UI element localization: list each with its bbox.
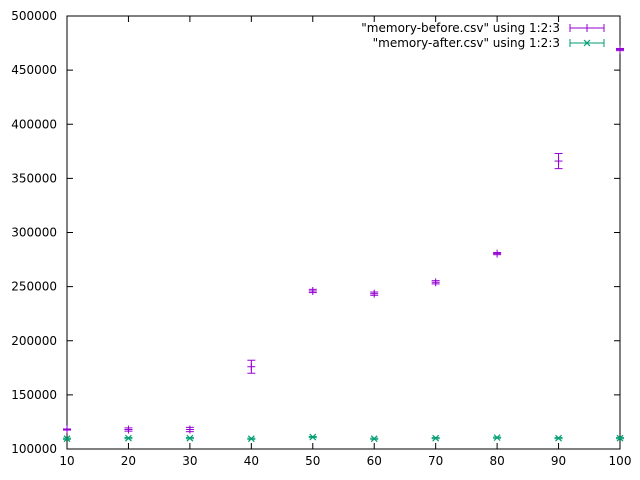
data-point bbox=[616, 45, 624, 54]
x-tick-label: 90 bbox=[551, 454, 566, 468]
x-tick-label: 80 bbox=[489, 454, 504, 468]
x-tick-label: 10 bbox=[59, 454, 74, 468]
data-point bbox=[370, 289, 379, 298]
data-point bbox=[554, 434, 563, 442]
plot-frame bbox=[66, 15, 621, 450]
y-tick-label: 250000 bbox=[11, 280, 57, 294]
series-2 bbox=[63, 433, 624, 443]
y-tick-label: 400000 bbox=[11, 117, 57, 131]
legend-label: "memory-before.csv" using 1:2:3 bbox=[361, 21, 560, 35]
x-tick-label: 70 bbox=[428, 454, 443, 468]
cross-marker-b bbox=[247, 435, 255, 443]
data-point bbox=[431, 278, 440, 287]
data-point bbox=[431, 434, 440, 442]
cross-marker-b bbox=[370, 435, 378, 443]
series-layer bbox=[63, 45, 624, 443]
legend-entry: "memory-after.csv" using 1:2:3 bbox=[373, 36, 605, 50]
x-axis: 10 20 30 40 50 60 70 80 90 100 bbox=[59, 16, 631, 468]
y-tick-label: 500000 bbox=[11, 9, 57, 23]
cross-marker-b bbox=[186, 434, 194, 442]
data-point bbox=[493, 249, 502, 258]
y-tick-label: 150000 bbox=[11, 388, 57, 402]
cross-marker-b bbox=[555, 434, 562, 442]
cross-marker-b bbox=[125, 434, 132, 442]
y-tick-label: 450000 bbox=[11, 63, 57, 77]
cross-marker-b bbox=[583, 39, 591, 47]
data-point bbox=[247, 435, 256, 443]
cross-marker-b bbox=[432, 434, 440, 442]
y-tick-label: 100000 bbox=[11, 442, 57, 456]
cross-marker-b bbox=[493, 434, 501, 442]
data-point bbox=[308, 433, 317, 441]
data-point bbox=[493, 434, 502, 442]
x-tick-label: 20 bbox=[121, 454, 136, 468]
data-point bbox=[247, 359, 256, 374]
series-1 bbox=[63, 45, 624, 434]
cross-marker-b bbox=[616, 434, 624, 442]
y-tick-label: 300000 bbox=[11, 226, 57, 240]
data-point bbox=[185, 425, 194, 434]
data-point bbox=[185, 434, 194, 442]
x-tick-label: 100 bbox=[609, 454, 632, 468]
x-tick-label: 30 bbox=[182, 454, 197, 468]
y-axis: 100000 150000 200000 250000 300000 350000 4000… bbox=[11, 9, 620, 456]
data-point bbox=[308, 286, 317, 295]
legend-entry: "memory-before.csv" using 1:2:3 bbox=[361, 21, 605, 35]
data-point bbox=[124, 434, 133, 442]
data-point bbox=[63, 425, 71, 434]
cross-marker-b bbox=[309, 433, 317, 441]
legend-label: "memory-after.csv" using 1:2:3 bbox=[373, 36, 560, 50]
x-tick-label: 50 bbox=[305, 454, 320, 468]
data-point bbox=[63, 435, 71, 443]
data-point bbox=[370, 435, 379, 443]
x-tick-label: 40 bbox=[244, 454, 259, 468]
data-point bbox=[124, 425, 133, 434]
y-tick-label: 200000 bbox=[11, 334, 57, 348]
data-point bbox=[554, 152, 563, 170]
x-tick-label: 60 bbox=[367, 454, 382, 468]
data-point bbox=[616, 434, 624, 442]
cross-marker-b bbox=[63, 435, 71, 443]
y-tick-label: 350000 bbox=[11, 171, 57, 185]
legend: "memory-before.csv" using 1:2:3"memory-a… bbox=[361, 21, 605, 50]
